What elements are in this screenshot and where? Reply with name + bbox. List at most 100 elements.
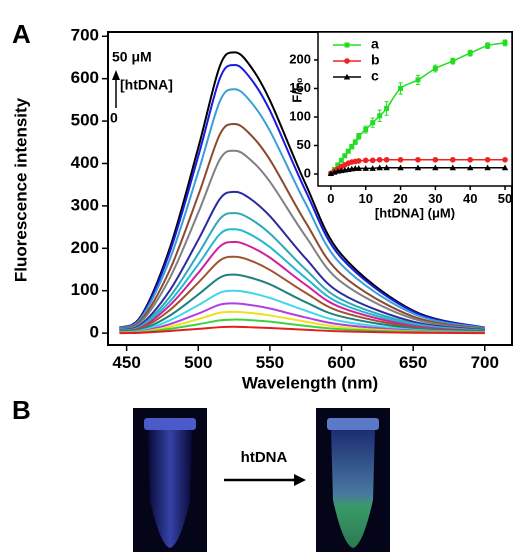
marker — [467, 164, 474, 171]
marker — [467, 156, 474, 163]
marker — [363, 127, 369, 133]
legend-label: a — [371, 36, 379, 52]
legend-label: c — [371, 68, 379, 84]
x-axis-label: [htDNA] (μM) — [375, 205, 455, 220]
x-tick-label: 50 — [498, 191, 512, 206]
marker — [415, 77, 421, 83]
marker — [383, 164, 390, 171]
marker — [338, 157, 344, 163]
marker — [362, 165, 369, 171]
x-axis-label: Wavelength (nm) — [242, 373, 378, 392]
x-tick-label: 30 — [428, 191, 442, 206]
line — [119, 255, 485, 333]
line — [119, 212, 485, 332]
marker — [376, 156, 383, 163]
tube — [331, 428, 375, 548]
y-tick-label: 400 — [71, 153, 99, 172]
marker — [377, 113, 383, 119]
line — [119, 149, 485, 331]
marker — [415, 156, 421, 163]
marker — [342, 153, 348, 159]
marker — [432, 66, 438, 72]
annotation-arrowhead — [112, 70, 120, 80]
marker — [484, 164, 491, 171]
x-tick-label: 500 — [184, 353, 212, 372]
line — [119, 325, 485, 335]
marker — [383, 156, 390, 163]
arrow-label: htDNA — [241, 449, 288, 466]
marker — [484, 156, 491, 163]
tube-cap — [144, 418, 196, 430]
line — [119, 318, 485, 334]
marker — [355, 165, 362, 171]
marker — [369, 157, 376, 164]
marker — [345, 148, 351, 154]
marker — [355, 158, 362, 164]
x-tick-label: 700 — [471, 353, 499, 372]
marker — [344, 42, 350, 48]
line — [118, 51, 486, 329]
tube — [148, 428, 192, 548]
line — [119, 240, 485, 333]
x-tick-label: 550 — [256, 353, 284, 372]
marker — [397, 156, 404, 163]
marker — [362, 157, 369, 164]
annotation: 0 — [110, 110, 118, 126]
line — [119, 190, 485, 332]
marker — [501, 164, 509, 171]
y-tick-label: 200 — [289, 51, 311, 66]
y-tick-label: 500 — [71, 111, 99, 130]
x-tick-label: 40 — [463, 191, 477, 206]
marker — [432, 156, 439, 163]
y-tick-label: 100 — [289, 108, 311, 123]
marker — [369, 165, 376, 171]
panel-label: A — [12, 19, 31, 49]
marker — [352, 139, 358, 145]
annotation: [htDNA] — [120, 77, 173, 93]
marker — [335, 162, 341, 168]
marker — [502, 156, 508, 163]
tube-cap — [327, 418, 379, 430]
legend-label: b — [371, 52, 380, 68]
line — [119, 88, 485, 330]
marker — [397, 164, 404, 171]
annotation: 50 μM — [112, 49, 152, 65]
y-tick-label: 150 — [289, 80, 311, 95]
line — [119, 289, 485, 334]
x-tick-label: 650 — [399, 353, 427, 372]
marker — [370, 120, 376, 126]
marker — [356, 133, 362, 139]
y-tick-label: 0 — [90, 323, 99, 342]
y-axis-label: Fluorescence intensity — [11, 97, 30, 282]
x-tick-label: 450 — [112, 353, 140, 372]
marker — [467, 50, 473, 56]
line — [119, 273, 485, 333]
marker — [376, 164, 383, 171]
x-tick-label: 20 — [393, 191, 407, 206]
line — [119, 123, 485, 330]
panel-label: B — [12, 395, 31, 425]
marker — [485, 43, 491, 49]
marker — [349, 144, 355, 150]
marker — [449, 164, 456, 171]
marker — [398, 85, 404, 91]
y-axis-label: F/F₀ — [289, 77, 304, 102]
marker — [432, 164, 439, 171]
y-tick-label: 200 — [71, 238, 99, 257]
x-tick-label: 10 — [358, 191, 372, 206]
line — [119, 64, 485, 329]
y-tick-label: 700 — [71, 26, 99, 45]
marker — [384, 105, 390, 111]
y-tick-label: 50 — [297, 137, 311, 152]
marker — [343, 73, 351, 80]
line — [119, 310, 485, 334]
y-tick-label: 100 — [71, 280, 99, 299]
marker — [450, 58, 456, 64]
inset-chart: 0 10 20 30 40 50 0 50 100 150 200 [htDNA] (μM) F/F₀ a… — [289, 31, 513, 220]
marker — [344, 58, 350, 64]
marker — [502, 40, 508, 46]
marker — [449, 156, 456, 163]
y-tick-label: 300 — [71, 195, 99, 214]
x-tick-label: 600 — [327, 353, 355, 372]
